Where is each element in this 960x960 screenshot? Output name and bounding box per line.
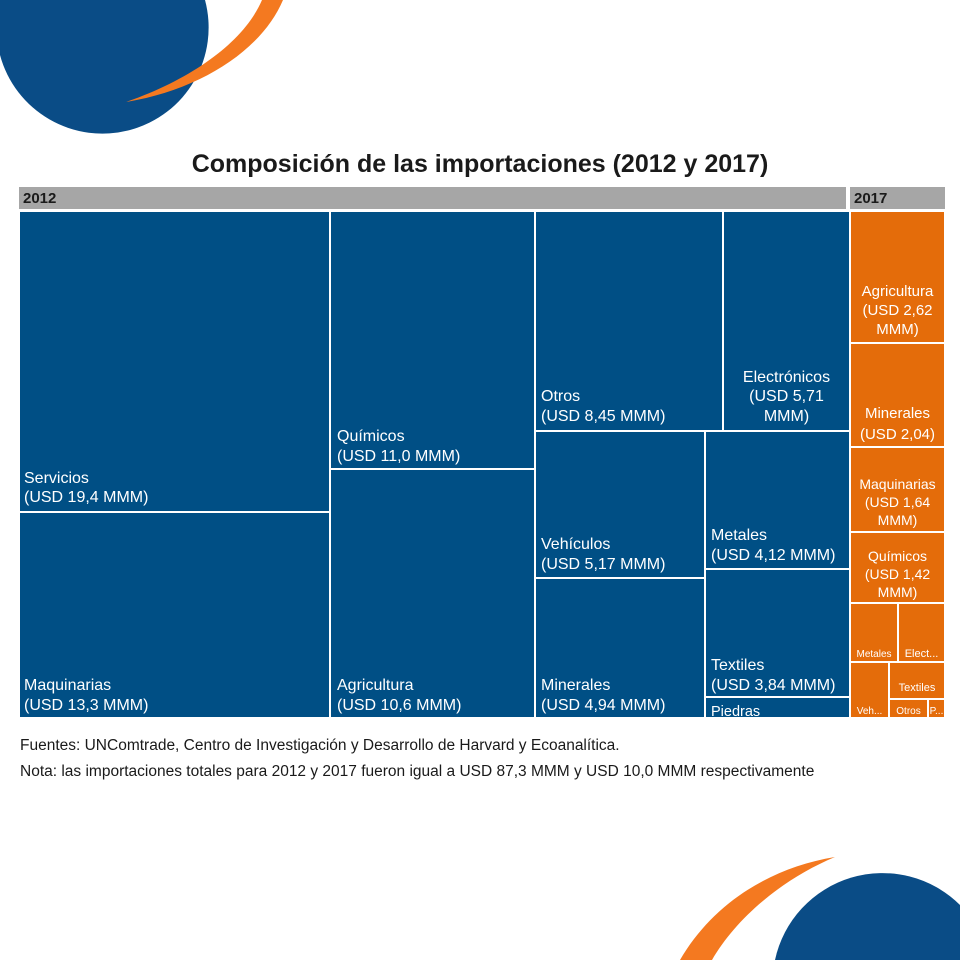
cell-2017-otros-label: Otros: [896, 706, 920, 717]
cell-2017-metales-label: Metales: [856, 649, 891, 660]
cell-2017-maquinarias-value-1: (USD 1,64: [865, 494, 931, 510]
cell-2012-minerales: [534, 577, 706, 719]
cell-2017-elect: [897, 602, 946, 663]
cell-2012-electronicos-value-1: (USD 5,71: [749, 388, 824, 405]
cell-2017-minerales-value-1: (USD 2,04): [860, 426, 935, 443]
cell-2017-maquinarias-value-2: MMM): [878, 512, 918, 528]
cell-2012-agricultura-label: Agricultura: [337, 677, 414, 694]
cell-2012-maquinarias: [18, 511, 331, 719]
orange-swoosh-bottom: [680, 857, 835, 960]
panel-header-2017: 2017: [850, 187, 945, 209]
cell-2017-agricultura-value-1: (USD 2,62: [862, 302, 932, 319]
cell-2012-agricultura: [329, 468, 536, 719]
cell-2012-textiles-label: Textiles: [711, 657, 764, 674]
cell-2017-agricultura: [849, 210, 946, 344]
cell-2012-quimicos: [329, 210, 536, 470]
cell-2017-textiles: [888, 661, 946, 700]
panel-header-2017-label: 2017: [854, 190, 888, 207]
orange-swoosh-top: [126, 0, 283, 102]
cell-2012-maquinarias-label: Maquinarias: [24, 677, 111, 694]
cell-2012-electronicos-value-2: MMM): [764, 408, 809, 425]
cell-2012-vehiculos-value-1: (USD 5,17 MMM): [541, 556, 665, 573]
cell-2012-quimicos-value-1: (USD 11,0 MMM): [337, 448, 460, 465]
cell-2017-elect-label: Elect...: [905, 648, 939, 660]
cell-2017-agricultura-label: Agricultura: [862, 283, 934, 300]
cell-2012-textiles: [704, 568, 851, 698]
cell-2017-agricultura-value-2: MMM): [876, 321, 918, 338]
blue-circle-bottom-right: [775, 873, 960, 960]
cell-2012-piedras-label: Piedras: [711, 704, 760, 720]
cell-2012-metales-label: Metales: [711, 527, 767, 544]
cell-2017-minerales-label: Minerales: [865, 405, 930, 422]
total-note: Nota: las importaciones totales para 201…: [20, 763, 815, 780]
cell-2012-otros-label: Otros: [541, 388, 580, 405]
cell-2012-servicios-value-1: (USD 19,4 MMM): [24, 489, 148, 506]
cell-2017-quimicos-label: Químicos: [868, 548, 927, 564]
cell-2012-quimicos-label: Químicos: [337, 428, 405, 445]
cell-2017-maquinarias-label: Maquinarias: [859, 476, 935, 492]
cell-2017-veh-label: Veh...: [857, 706, 883, 717]
cell-2012-vehiculos-label: Vehículos: [541, 536, 610, 553]
cell-2012-electronicos-label: Electrónicos: [743, 369, 830, 386]
cell-2017-p-label: P...: [930, 706, 944, 717]
source-note: Fuentes: UNComtrade, Centro de Investiga…: [20, 737, 620, 754]
cell-2012-maquinarias-value-1: (USD 13,3 MMM): [24, 697, 148, 714]
cell-2012-servicios: [18, 210, 331, 513]
cell-2012-electronicos: [722, 210, 851, 432]
cell-2012-otros-value-1: (USD 8,45 MMM): [541, 408, 665, 425]
cell-2017-veh: [849, 661, 890, 719]
cell-2012-minerales-value-1: (USD 4,94 MMM): [541, 697, 665, 714]
cell-2017-p: [927, 698, 946, 719]
blue-circle-top-left: [0, 0, 209, 134]
panel-header-2012: 2012: [19, 187, 846, 209]
cell-2012-otros: [534, 210, 724, 432]
cell-2012-servicios-label: Servicios: [24, 470, 89, 487]
cell-2012-minerales-label: Minerales: [541, 677, 610, 694]
cell-2017-quimicos-value-1: (USD 1,42: [865, 566, 931, 582]
panel-header-2012-label: 2012: [23, 190, 57, 207]
cell-2017-maquinarias: [849, 446, 946, 533]
cell-2012-metales-value-1: (USD 4,12 MMM): [711, 547, 835, 564]
cell-2017-quimicos: [849, 531, 946, 604]
cell-2012-agricultura-value-1: (USD 10,6 MMM): [337, 697, 461, 714]
cell-2017-quimicos-value-2: MMM): [878, 584, 918, 600]
cell-2017-textiles-label: Textiles: [899, 682, 936, 694]
cell-2012-textiles-value-1: (USD 3,84 MMM): [711, 677, 835, 694]
chart-title: Composición de las importaciones (2012 y…: [191, 150, 769, 178]
